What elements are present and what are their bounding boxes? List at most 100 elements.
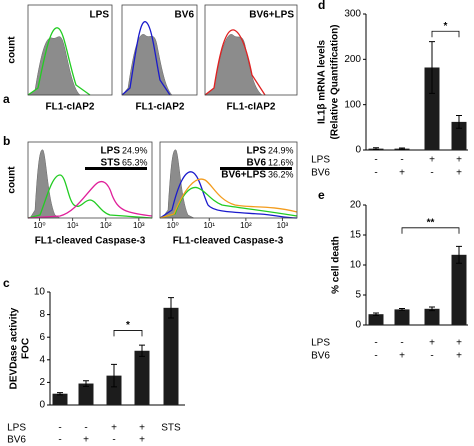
- y-axis-label: count: [7, 166, 18, 194]
- condition-value: -: [400, 338, 403, 349]
- condition-value: -: [430, 351, 433, 362]
- significance-label: *: [126, 320, 130, 331]
- bar: [52, 393, 68, 405]
- x-tick-label: 10³: [133, 221, 145, 230]
- condition-value: +: [139, 423, 145, 434]
- histogram-plot: [204, 4, 298, 96]
- x-tick-label: 10⁰: [33, 221, 45, 230]
- error-bar: [429, 41, 435, 94]
- x-tick-label: 10²: [240, 221, 252, 230]
- gate-bar: [220, 167, 292, 170]
- panel-letter: d: [318, 0, 325, 12]
- condition-value: -: [400, 155, 403, 166]
- legend-entry: LPS: [247, 146, 267, 157]
- y-axis-label: DEVDase activity: [9, 307, 20, 389]
- gate-percent: 36.2%: [268, 169, 294, 179]
- histogram-plot: [27, 141, 153, 219]
- plot-frame: [204, 4, 298, 96]
- bar: [106, 375, 122, 405]
- condition-value: -: [374, 168, 377, 179]
- y-tick-label: 5: [355, 290, 361, 301]
- control-histogram: [27, 36, 81, 96]
- y-tick-label: 100: [344, 99, 361, 110]
- error-bar: [373, 147, 379, 151]
- condition-value: +: [456, 351, 462, 362]
- condition-value: +: [456, 338, 462, 349]
- legend-entry: STS: [101, 158, 121, 169]
- panel-letter: b: [3, 134, 10, 148]
- error-bar: [399, 147, 405, 150]
- y-tick-label: 6: [39, 332, 45, 343]
- condition-value: -: [374, 351, 377, 362]
- histogram-curve: [159, 186, 298, 219]
- legend-entry: LPS: [101, 146, 121, 157]
- condition-value: -: [374, 155, 377, 166]
- error-bar: [139, 344, 145, 357]
- error-bar: [168, 297, 174, 319]
- condition-label: LPS: [7, 423, 26, 434]
- y-axis-label: FOC: [21, 338, 32, 359]
- y-tick-label: 2: [39, 377, 45, 388]
- y-tick-label: 10: [34, 287, 46, 298]
- y-tick-label: 0: [39, 400, 45, 411]
- error-bar: [83, 380, 89, 387]
- x-tick-label: 10¹: [203, 221, 215, 230]
- y-tick-label: 200: [344, 54, 361, 65]
- error-bar: [373, 312, 379, 316]
- condition-value: +: [111, 423, 117, 434]
- y-tick-label: 0: [355, 145, 361, 156]
- bar: [451, 121, 467, 150]
- y-axis-label: IL1β mRNA levels: [317, 40, 328, 125]
- y-tick-label: 4: [39, 354, 45, 365]
- bar: [78, 383, 94, 405]
- condition-label: LPS: [311, 155, 330, 166]
- gate-percent: 24.9%: [122, 145, 148, 155]
- plot-frame: [159, 141, 298, 219]
- x-axis-label: FL1-cIAP2: [227, 102, 276, 113]
- condition-value: +: [429, 338, 435, 349]
- bar: [394, 309, 410, 325]
- error-bar: [456, 115, 462, 129]
- bar: [424, 308, 440, 325]
- legend-entry: BV6+LPS: [249, 10, 294, 21]
- condition-value: -: [374, 338, 377, 349]
- significance-bracket: [401, 227, 460, 234]
- histogram-curve: [159, 178, 298, 219]
- bar: [163, 307, 179, 405]
- y-tick-label: 20: [350, 200, 362, 211]
- y-tick-label: 10: [350, 260, 362, 271]
- legend-entry: LPS: [90, 10, 110, 21]
- condition-value: -: [58, 435, 61, 446]
- legend-entry: BV6: [247, 158, 267, 169]
- y-tick-label: 300: [344, 9, 361, 20]
- x-tick-label: 10³: [277, 221, 289, 230]
- y-tick-label: 15: [350, 230, 362, 241]
- bar: [424, 67, 440, 150]
- condition-value: +: [399, 351, 405, 362]
- legend-entry: BV6+LPS: [221, 170, 266, 181]
- gate-percent: 65.3%: [122, 157, 148, 167]
- control-histogram: [204, 34, 263, 96]
- panel-letter: a: [3, 92, 10, 106]
- condition-label: BV6: [311, 351, 330, 362]
- condition-value: -: [112, 435, 115, 446]
- control-histogram: [29, 149, 61, 219]
- x-tick-label: 10¹: [67, 221, 79, 230]
- y-axis-label: count: [7, 36, 18, 64]
- histogram-curve: [204, 29, 266, 96]
- histogram-plot: [159, 141, 298, 219]
- bar: [368, 314, 384, 325]
- x-axis-label: FL1-cIAP2: [136, 102, 185, 113]
- panel-letter: c: [3, 276, 10, 290]
- condition-label: LPS: [311, 338, 330, 349]
- y-tick-label: 0: [355, 320, 361, 331]
- histogram-curve: [121, 21, 171, 96]
- significance-label: *: [444, 21, 448, 32]
- histogram-plot: [121, 4, 198, 96]
- x-axis-label: FL1-cIAP2: [46, 102, 95, 113]
- y-axis-label: (Relative Quantification): [330, 24, 341, 139]
- error-bar: [57, 392, 63, 396]
- error-bar: [111, 363, 117, 388]
- histogram-curve: [27, 181, 153, 219]
